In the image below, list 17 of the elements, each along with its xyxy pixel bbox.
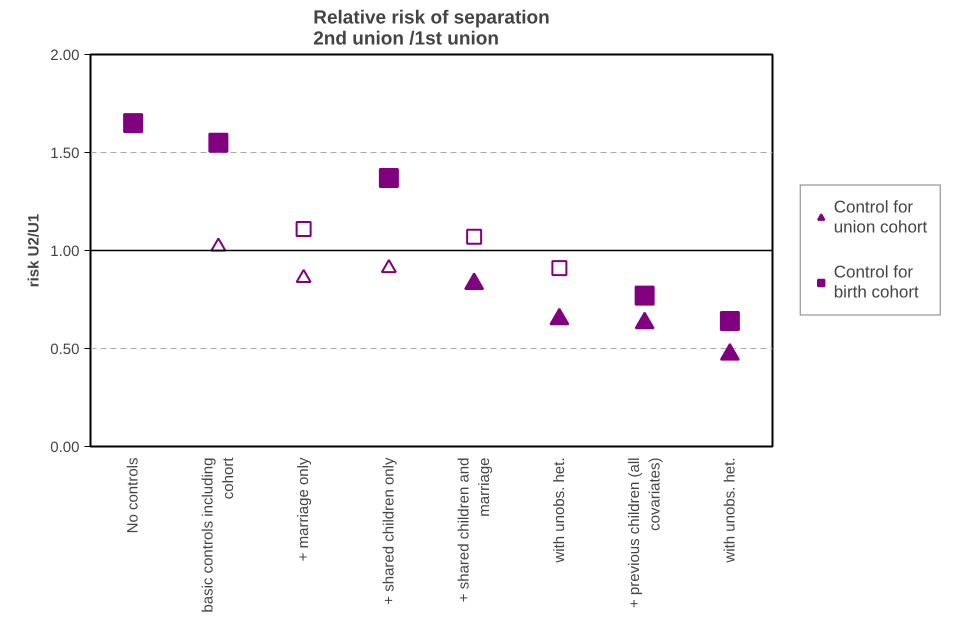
x-tick-label: + shared children only	[380, 457, 398, 605]
y-tick-label: 2.00	[50, 47, 80, 64]
x-tick-label: basic controls including cohort	[200, 456, 238, 613]
y-tick-label: 0.00	[50, 439, 80, 456]
x-tick-label: No controls	[124, 457, 142, 534]
y-tick-label: 1.00	[50, 243, 80, 260]
x-tick-label: + shared children and marriage	[455, 457, 493, 602]
y-tick-label: 1.50	[50, 145, 80, 162]
y-tick-label: 0.50	[50, 341, 80, 358]
y-axis-title: risk U2/U1	[25, 214, 42, 288]
x-tick-label: + previous children (all covariates)	[626, 457, 664, 608]
x-tick-label: with unobs. het.	[721, 457, 738, 564]
x-tick-label: + marriage only	[295, 457, 312, 562]
legend-label: Control for union cohort	[834, 198, 928, 238]
legend-label: Control for birth cohort	[834, 262, 919, 302]
x-tick-label: with unobs. het.	[550, 457, 568, 564]
chart-title: Relative risk of separation 2nd union /1st union	[313, 8, 550, 50]
